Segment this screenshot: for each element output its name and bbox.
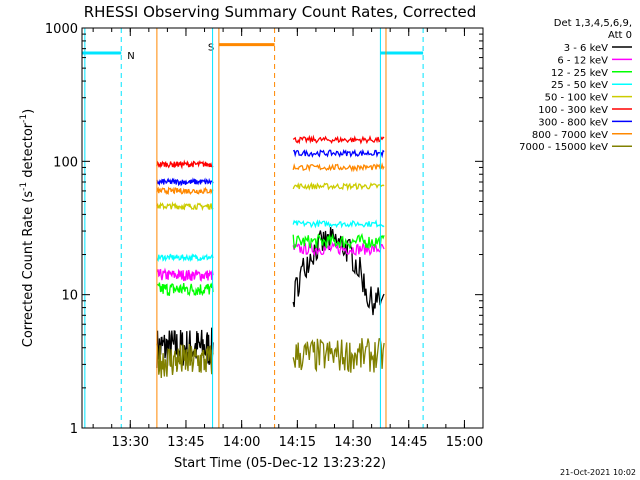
legend-entry-label: 100 - 300 keV <box>538 105 608 116</box>
series-line <box>292 134 385 145</box>
series-line <box>156 201 214 212</box>
y-axis-label-part-3: ) <box>21 109 36 114</box>
legend-entry-label: 800 - 7000 keV <box>532 130 608 141</box>
legend-entry-label: 50 - 100 keV <box>545 93 609 104</box>
series-line <box>156 177 214 187</box>
event-flag-label: S <box>208 43 214 54</box>
series-line <box>292 181 385 192</box>
y-tick-label: 1000 <box>45 22 78 37</box>
series-line <box>156 343 214 379</box>
y-axis-label: Corrected Count Rate (s-1 detector-1) <box>19 109 36 347</box>
x-tick-label: 14:45 <box>390 435 427 450</box>
y-axis-label-part-2: detector <box>21 122 36 182</box>
legend-entry-label: 12 - 25 keV <box>551 68 608 79</box>
series-line <box>292 162 385 173</box>
y-tick-label: 1 <box>70 422 78 437</box>
series-line <box>156 159 214 170</box>
series-line <box>156 252 214 263</box>
x-tick-label: 14:00 <box>223 435 260 450</box>
series-line <box>156 282 214 297</box>
legend-entry-label: 7000 - 15000 keV <box>519 142 608 153</box>
legend-entry-label: 25 - 50 keV <box>551 80 608 91</box>
y-tick-label: 10 <box>61 289 78 304</box>
y-axis-label-part-1: Corrected Count Rate (s <box>21 191 36 348</box>
y-axis-label-exp-1: -1 <box>19 182 29 191</box>
x-tick-label: 14:15 <box>279 435 316 450</box>
event-flag-label: N <box>127 51 134 62</box>
series-line <box>292 337 385 373</box>
timestamp: 21-Oct-2021 10:02 <box>560 468 636 477</box>
legend-header-line-1: Det 1,3,4,5,6,9, <box>554 18 632 29</box>
y-tick-label: 100 <box>53 155 78 170</box>
series-line <box>156 186 214 195</box>
series-line <box>292 219 385 229</box>
series-line <box>292 227 385 316</box>
series-line <box>292 232 385 250</box>
x-tick-label: 13:30 <box>112 435 149 450</box>
series-line <box>293 148 385 159</box>
series-line <box>292 241 385 257</box>
x-tick-label: 13:45 <box>167 435 204 450</box>
legend-entry-label: 300 - 800 keV <box>538 117 608 128</box>
x-axis-label: Start Time (05-Dec-12 13:23:22) <box>174 456 386 471</box>
chart-title: RHESSI Observing Summary Count Rates, Co… <box>84 3 477 21</box>
legend-entry-label: 3 - 6 keV <box>564 43 608 54</box>
legend-header-line-2: Att 0 <box>608 30 632 41</box>
y-axis-label-exp-2: -1 <box>19 114 29 123</box>
plot-frame <box>81 27 484 429</box>
x-tick-label: 14:30 <box>334 435 371 450</box>
x-tick-label: 15:00 <box>446 435 483 450</box>
legend-entry-label: 6 - 12 keV <box>557 55 608 66</box>
series-line <box>156 267 214 282</box>
